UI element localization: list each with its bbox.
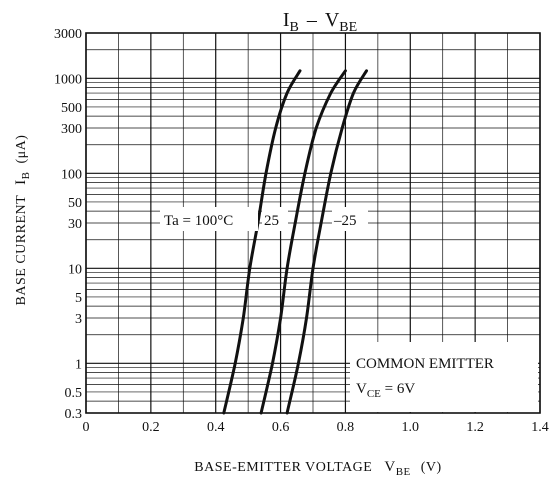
y-tick-label: 500 — [61, 101, 82, 116]
y-tick-label: 300 — [61, 122, 82, 137]
y-tick-label: 1 — [75, 357, 82, 372]
y-tick-label: 10 — [68, 262, 82, 277]
series-label-minus25: –25 — [333, 213, 357, 229]
x-tick-label: 0.6 — [272, 420, 290, 435]
x-tick-label: 0.4 — [207, 420, 225, 435]
y-tick-label: 1000 — [54, 72, 82, 87]
annotation-line2: VCE = 6V — [356, 381, 415, 400]
series-labels: Ta = 100°C 25 –25 — [160, 207, 368, 231]
plot-frame — [85, 32, 541, 414]
y-axis-label: BASE CURRENTIB(μA) — [13, 135, 32, 306]
annotation-line1: COMMON EMITTER — [356, 356, 494, 372]
y-tick-label: 3000 — [54, 27, 82, 42]
y-tick-label: 3 — [75, 312, 82, 327]
series-line-1 — [222, 69, 302, 415]
y-tick-labels: 0.3 0.5 1 3 5 10 30 50 100 300 500 1000 3000 — [54, 27, 82, 422]
x-tick-label: 0 — [83, 420, 90, 435]
y-tick-label: 30 — [68, 217, 82, 232]
series-label-100c: Ta = 100°C — [164, 213, 233, 229]
x-tick-label: 1.0 — [402, 420, 420, 435]
x-tick-label: 0.2 — [142, 420, 160, 435]
y-tick-label: 0.3 — [65, 407, 83, 422]
chart-title: IB – VBE — [283, 9, 357, 35]
series-line-2 — [259, 69, 347, 415]
series-label-25: 25 — [264, 213, 279, 229]
series-line-3 — [285, 69, 368, 415]
y-tick-label: 5 — [75, 291, 82, 306]
x-tick-label: 1.4 — [531, 420, 549, 435]
y-tick-label: 0.5 — [65, 386, 83, 401]
x-axis-label: BASE-EMITTER VOLTAGE VBE (V) — [194, 459, 441, 478]
y-tick-label: 50 — [68, 196, 82, 211]
x-tick-label: 1.2 — [466, 420, 484, 435]
x-tick-label: 0.8 — [337, 420, 355, 435]
common-emitter-annotation: COMMON EMITTER VCE = 6V — [350, 342, 538, 412]
y-tick-label: 100 — [61, 167, 82, 182]
x-tick-labels: 0 0.2 0.4 0.6 0.8 1.0 1.2 1.4 — [83, 420, 549, 435]
